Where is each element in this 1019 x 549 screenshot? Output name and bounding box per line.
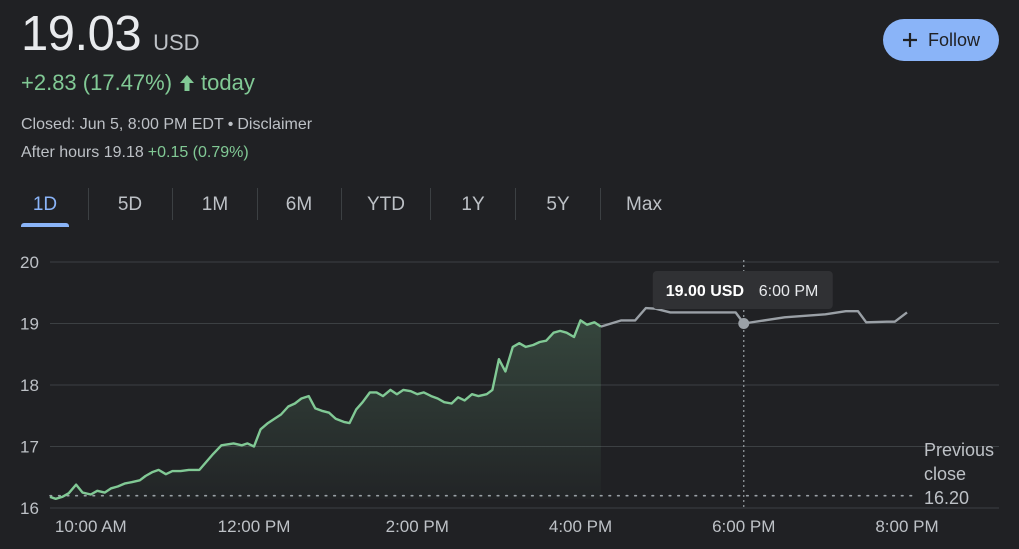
tab-6m[interactable]: 6M	[285, 194, 313, 215]
tooltip-time: 6:00 PM	[759, 283, 819, 300]
tab-divider	[88, 188, 89, 220]
tab-divider	[430, 188, 431, 220]
after-hours: After hours 19.18 +0.15 (0.79%)	[21, 144, 249, 162]
tab-5d[interactable]: 5D	[117, 194, 143, 215]
disclaimer-link[interactable]: Disclaimer	[237, 116, 313, 133]
x-tick-label: 6:00 PM	[712, 517, 775, 536]
regular-session-line	[49, 319, 602, 500]
y-tick-label: 16	[20, 499, 39, 518]
price-change: +2.83 (17.47%) today	[21, 70, 255, 96]
tab-1y[interactable]: 1Y	[461, 194, 485, 215]
previous-close-label: 16.20	[924, 488, 969, 508]
current-price: 19.03	[21, 7, 142, 61]
after-hours-line	[600, 306, 908, 328]
x-tick-label: 8:00 PM	[875, 517, 938, 536]
bullet-separator: •	[227, 116, 234, 133]
x-tick-label: 12:00 PM	[218, 517, 291, 536]
previous-close-label: Previous	[924, 440, 994, 460]
tab-divider	[600, 188, 601, 220]
tab-max[interactable]: Max	[626, 194, 662, 215]
tab-1d[interactable]: 1D	[21, 187, 69, 227]
tab-ytd[interactable]: YTD	[367, 194, 405, 215]
change-value: +2.83 (17.47%)	[21, 70, 173, 95]
tab-divider	[257, 188, 258, 220]
after-hours-change: +0.15 (0.79%)	[147, 144, 249, 161]
tooltip-price: 19.00 USD	[666, 283, 744, 300]
follow-label: Follow	[927, 29, 980, 50]
price-chart[interactable]: 16 17 18 19 20 10:00 AM 12:00 PM 2:00 PM 4:00 PM…	[0, 240, 1019, 549]
price-header: 19.03 USD	[21, 6, 200, 62]
y-tick-label: 19	[20, 315, 39, 334]
market-status: Closed: Jun 5, 8:00 PM EDT • Disclaimer	[21, 116, 312, 134]
y-tick-label: 17	[20, 438, 39, 457]
x-tick-label: 4:00 PM	[549, 517, 612, 536]
currency-label: USD	[153, 30, 200, 55]
arrow-up-icon	[179, 74, 195, 92]
plus-icon	[902, 32, 918, 48]
tab-divider	[515, 188, 516, 220]
x-tick-label: 10:00 AM	[55, 517, 127, 536]
tooltip-box	[652, 271, 833, 309]
tab-1m[interactable]: 1M	[201, 194, 229, 215]
x-tick-label: 2:00 PM	[386, 517, 449, 536]
after-hours-label: After hours 19.18	[21, 144, 144, 161]
y-tick-label: 18	[20, 376, 39, 395]
tab-5y[interactable]: 5Y	[546, 194, 570, 215]
tab-divider	[341, 188, 342, 220]
closed-text: Closed: Jun 5, 8:00 PM EDT	[21, 116, 224, 133]
area-fill	[50, 320, 601, 499]
tooltip-point	[738, 318, 750, 329]
y-tick-label: 20	[20, 253, 39, 272]
previous-close-label: close	[924, 464, 966, 484]
follow-button[interactable]: Follow	[883, 19, 999, 61]
tab-divider	[172, 188, 173, 220]
change-suffix: today	[201, 70, 255, 95]
